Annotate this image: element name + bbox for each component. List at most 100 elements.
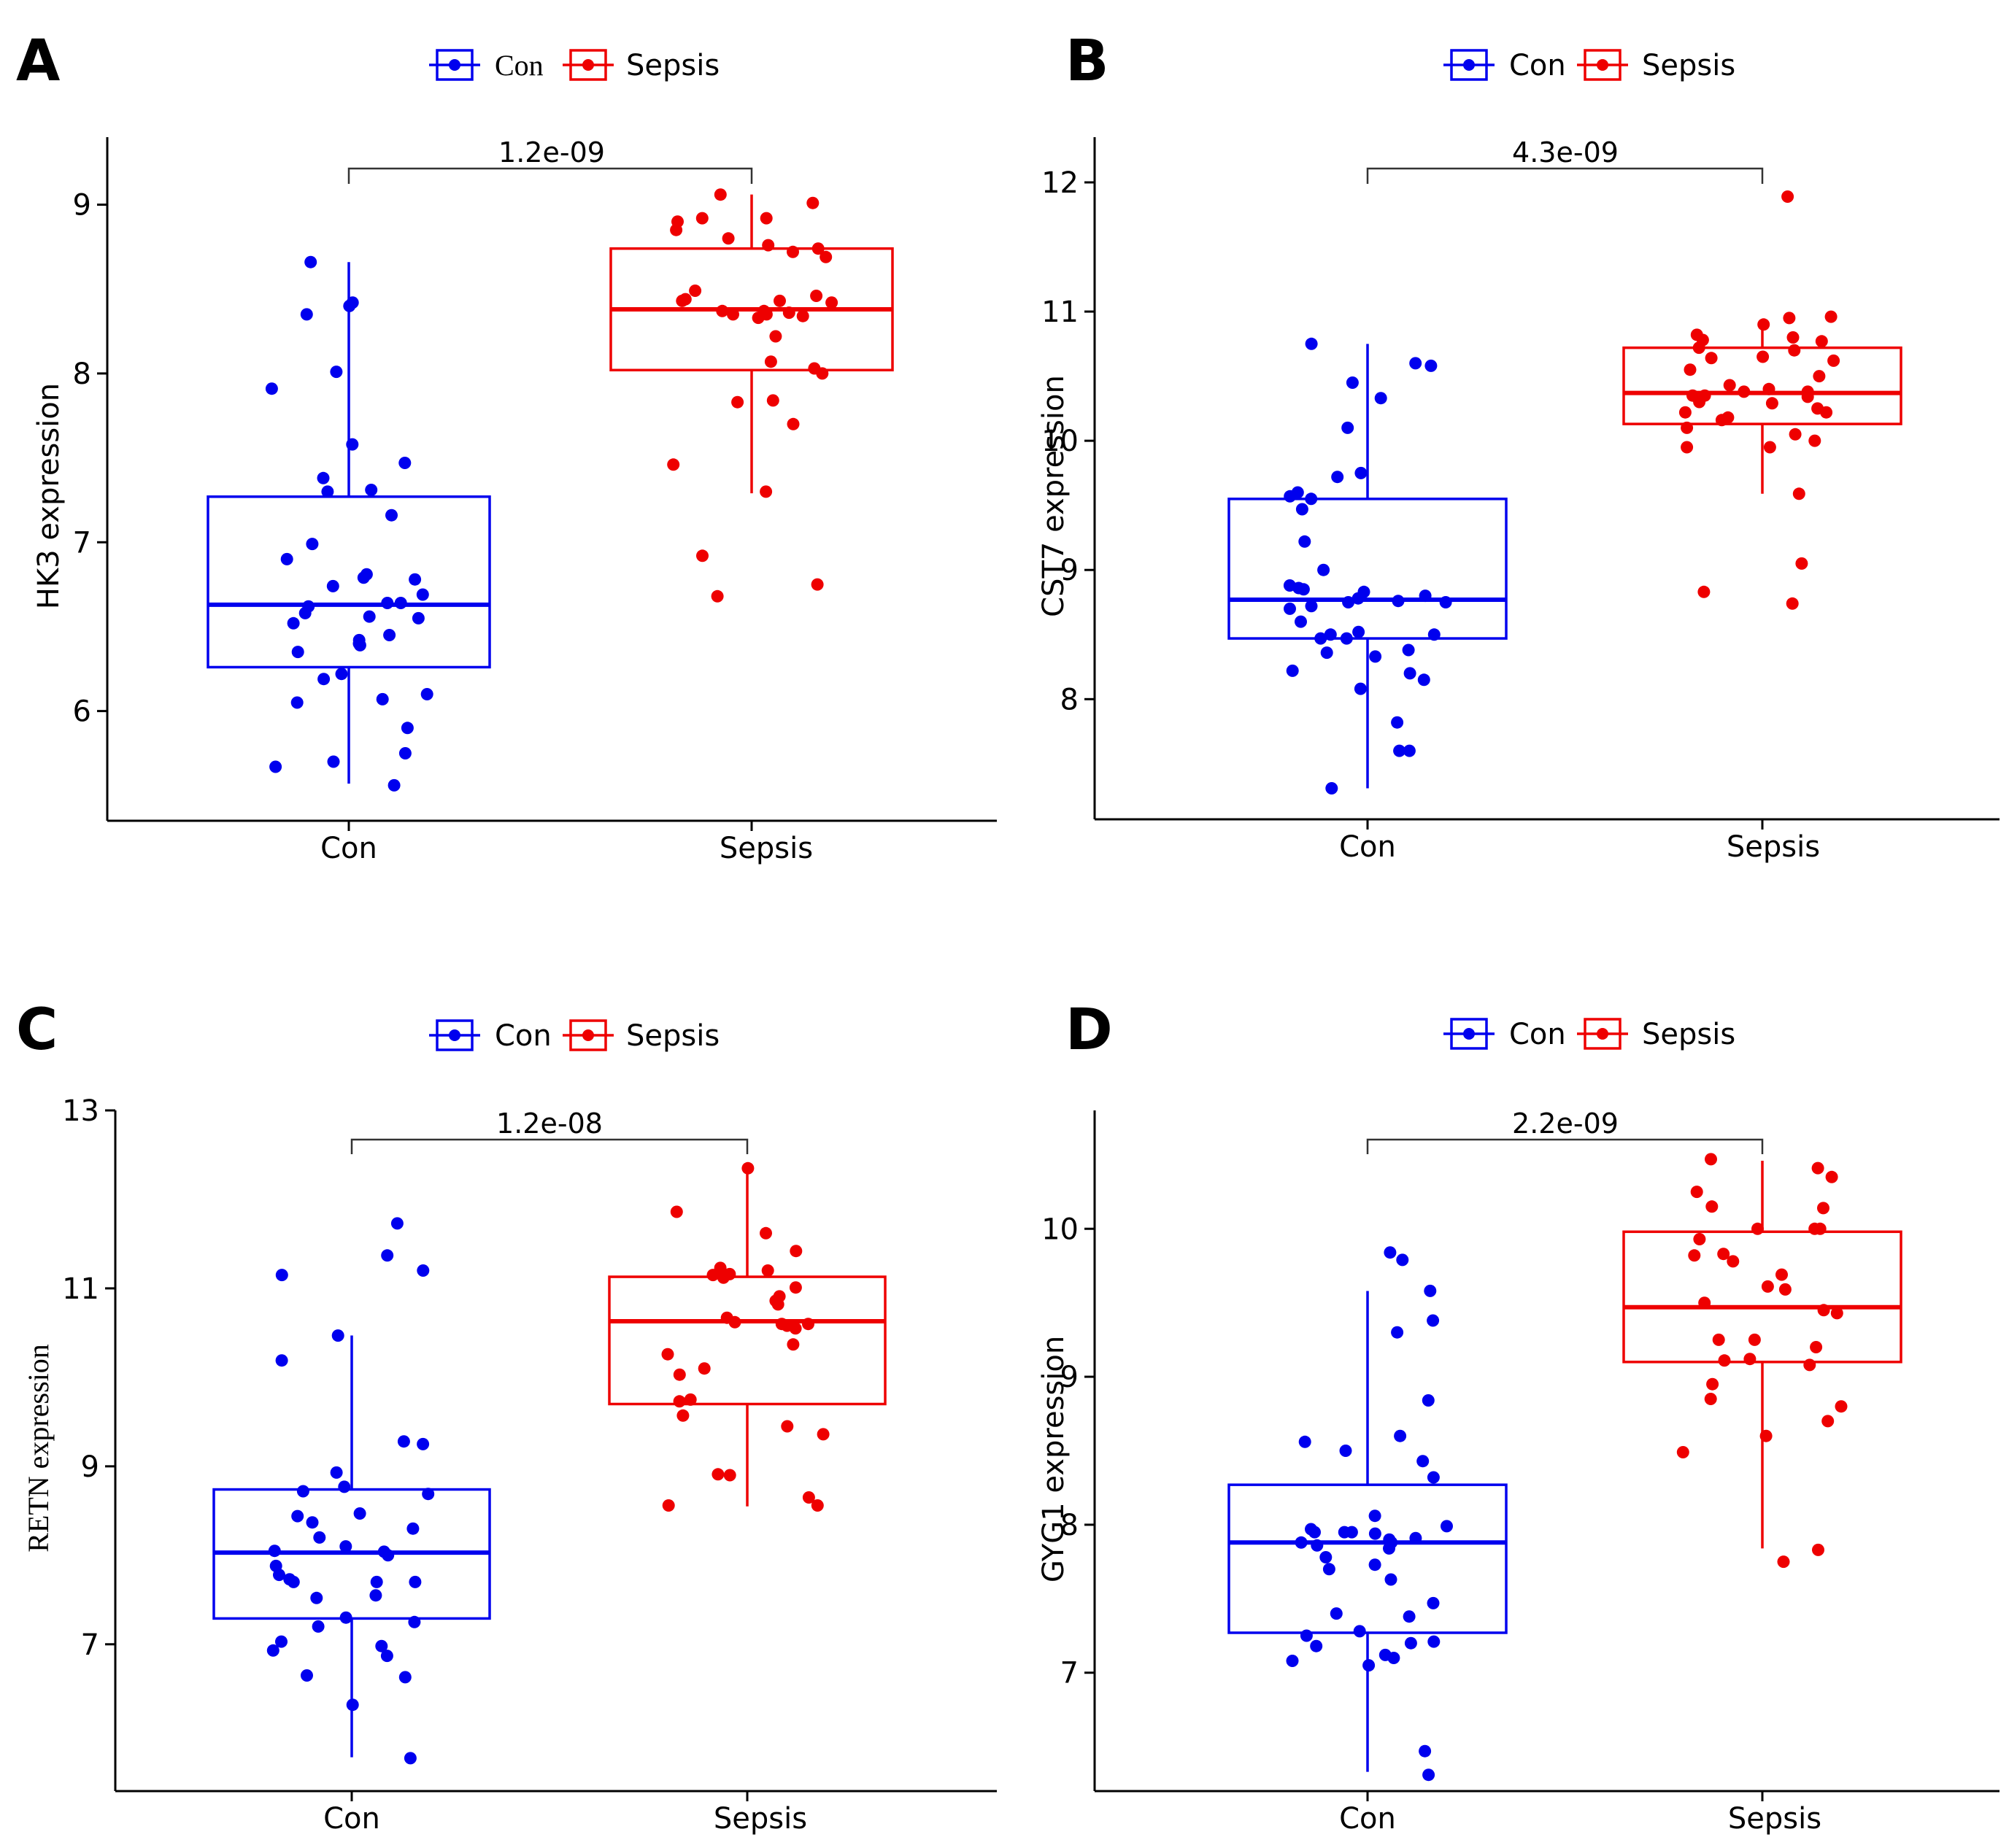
point-sepsis	[1825, 1170, 1838, 1183]
point-sepsis	[1690, 1186, 1703, 1199]
point-con	[387, 778, 401, 792]
point-con	[313, 1531, 326, 1544]
y-tick-label: 7	[81, 1628, 99, 1662]
point-sepsis	[1824, 310, 1838, 323]
box-sepsis	[1622, 346, 1902, 425]
points	[265, 188, 838, 792]
y-tick-label: 9	[1060, 1361, 1079, 1394]
point-con	[306, 538, 319, 551]
legend-label-sepsis: Sepsis	[626, 49, 720, 82]
point-con	[1320, 646, 1333, 660]
point-con	[269, 760, 282, 773]
y-axis-title: RETN expression	[22, 1344, 55, 1553]
y-tick-label: 11	[1041, 295, 1079, 329]
point-con	[1286, 1655, 1299, 1667]
point-con	[380, 1650, 393, 1663]
point-con	[1354, 466, 1368, 479]
point-con	[291, 1509, 304, 1523]
point-con	[1417, 673, 1430, 687]
point-sepsis	[696, 549, 709, 562]
point-sepsis	[1812, 1543, 1824, 1556]
point-con	[346, 296, 359, 309]
points	[1286, 1153, 1848, 1782]
point-sepsis	[1684, 363, 1697, 376]
point-con	[310, 1591, 323, 1604]
point-sepsis	[760, 212, 773, 225]
point-sepsis	[1789, 428, 1802, 441]
y-tick-label: 12	[1041, 166, 1079, 200]
point-con	[1283, 579, 1296, 592]
point-con	[1298, 535, 1311, 548]
point-con	[1416, 1455, 1430, 1468]
point-sepsis	[789, 1281, 802, 1294]
y-tick-label: 6	[73, 695, 91, 729]
point-sepsis	[689, 285, 702, 297]
legend-key-sepsis	[1577, 1018, 1628, 1050]
box-con	[1227, 498, 1508, 640]
legend-key-sepsis	[563, 49, 614, 81]
significance-bracket: 4.3e-09	[1366, 136, 1764, 184]
point-sepsis	[717, 1271, 730, 1284]
point-con	[1422, 1768, 1435, 1782]
point-sepsis	[774, 294, 786, 307]
point-con	[1394, 1429, 1407, 1442]
point-sepsis	[1763, 441, 1776, 454]
y-tick-label: 10	[1041, 425, 1079, 458]
point-con	[1352, 625, 1365, 638]
point-sepsis	[1706, 1377, 1719, 1391]
y-ticks: 8 9 10 11 12	[1041, 166, 1095, 716]
point-sepsis	[1705, 1200, 1719, 1213]
legend-key-con	[1443, 1018, 1495, 1050]
point-sepsis	[790, 1245, 803, 1258]
point-sepsis	[1748, 1333, 1761, 1346]
point-con	[1403, 667, 1416, 680]
point-sepsis	[1795, 557, 1808, 570]
point-sepsis	[762, 239, 775, 252]
point-con	[312, 1620, 325, 1633]
point-sepsis	[1757, 350, 1770, 363]
point-con	[1427, 1471, 1440, 1484]
point-con	[339, 1540, 352, 1553]
point-con	[1368, 1558, 1381, 1571]
point-sepsis	[820, 250, 833, 263]
point-sepsis	[1761, 1280, 1774, 1293]
point-con	[398, 457, 412, 469]
point-con	[265, 382, 278, 395]
point-sepsis	[662, 1499, 675, 1512]
point-sepsis	[1781, 190, 1794, 203]
point-sepsis	[1718, 1354, 1731, 1367]
point-sepsis	[1751, 1222, 1764, 1235]
boxes	[212, 1169, 887, 1758]
legend-key-con	[1443, 49, 1495, 81]
point-sepsis	[714, 188, 727, 201]
point-con	[417, 1437, 430, 1450]
point-con	[420, 688, 433, 700]
box-con	[1227, 1483, 1508, 1634]
point-sepsis	[1738, 385, 1751, 398]
x-tick-label-sepsis: Sepsis	[720, 832, 813, 865]
point-sepsis	[731, 395, 744, 409]
point-sepsis	[698, 1362, 711, 1375]
point-sepsis	[808, 362, 821, 375]
point-con	[390, 1217, 404, 1230]
box-sepsis	[1622, 1230, 1902, 1364]
point-con	[1441, 1520, 1453, 1533]
y-tick-label: 8	[1060, 683, 1079, 716]
axes	[1093, 137, 2000, 830]
point-sepsis	[1815, 335, 1828, 348]
legend-key-sepsis	[1577, 49, 1628, 81]
point-sepsis	[1817, 1202, 1829, 1215]
y-tick-label: 8	[73, 357, 91, 391]
point-con	[1403, 1610, 1416, 1623]
y-tick-label: 13	[62, 1094, 99, 1128]
point-con	[376, 692, 389, 705]
point-sepsis	[1817, 1304, 1830, 1317]
point-sepsis	[1676, 1446, 1689, 1458]
point-con	[409, 573, 422, 586]
x-tick-label-sepsis: Sepsis	[714, 1802, 807, 1836]
point-sepsis	[811, 1499, 824, 1512]
point-sepsis	[667, 458, 680, 471]
point-con	[290, 696, 304, 709]
point-sepsis	[782, 306, 795, 320]
axes	[114, 1110, 997, 1801]
